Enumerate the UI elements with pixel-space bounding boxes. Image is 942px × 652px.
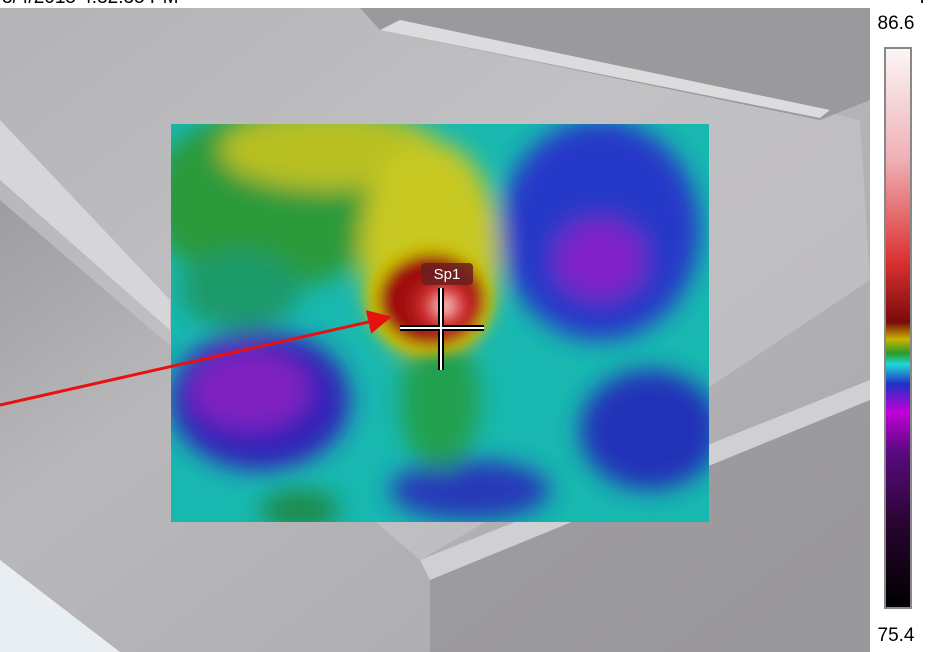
thermal-image — [171, 124, 709, 522]
spot-label-box — [421, 263, 473, 285]
spot-label: Sp1 — [434, 266, 461, 283]
unit: °F — [912, 0, 931, 8]
timestamp: 3/4/2015 4:32:35 PM — [2, 0, 178, 8]
scale-max: 86.6 — [878, 13, 915, 34]
pointer-arrow — [0, 310, 392, 407]
spot-crosshair — [400, 288, 484, 370]
scale-min: 75.4 — [878, 625, 915, 646]
color-scale — [884, 47, 912, 609]
